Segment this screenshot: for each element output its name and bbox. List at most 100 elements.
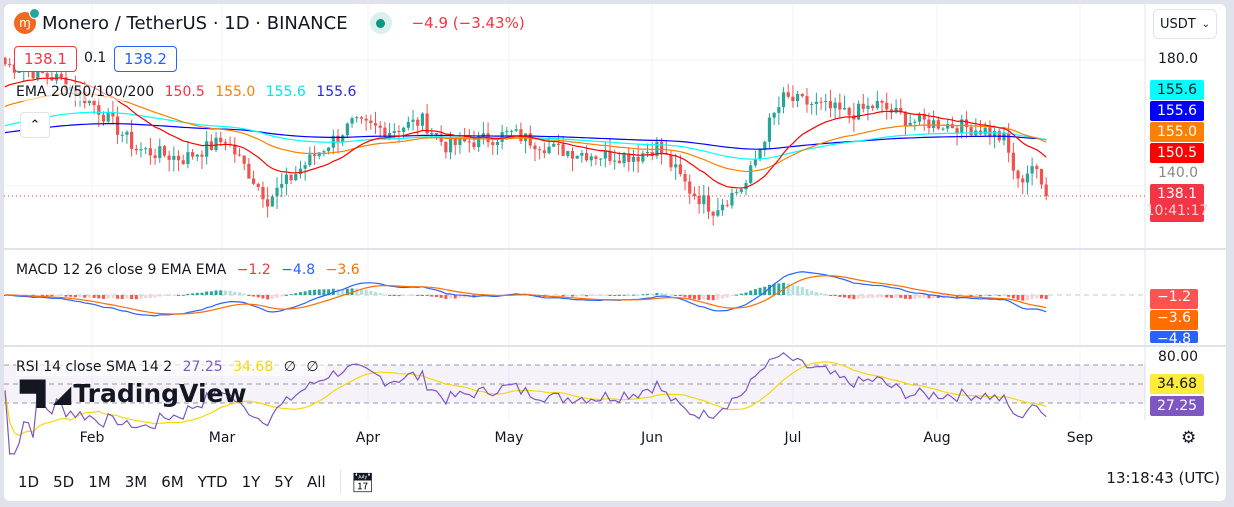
chart-canvas[interactable]: [4, 4, 1226, 501]
candle-body: [148, 148, 152, 156]
range-button-1d[interactable]: 1D: [18, 473, 40, 491]
macd-histogram-bar: [772, 283, 776, 295]
range-button-5y[interactable]: 5Y: [274, 473, 294, 491]
macd-legend[interactable]: MACD 12 26 close 9 EMA EMA −1.2 −4.8 −3.…: [16, 262, 366, 279]
chart-widget: ɱ Monero / TetherUS · 1D · BINANCE −4.9 …: [4, 4, 1226, 501]
candle-body: [106, 112, 110, 122]
candle-body: [500, 132, 504, 142]
macd-histogram-bar: [997, 295, 1001, 297]
buy-price-button[interactable]: 138.2: [114, 46, 177, 72]
go-to-date-calendar-icon[interactable]: 📅︎: [350, 471, 375, 494]
range-toolbar: 1D 5D 1M 3M 6M YTD 1Y 5Y All 📅︎: [18, 470, 389, 494]
candle-body: [631, 156, 636, 162]
candle-body: [219, 137, 223, 143]
candle-body: [641, 153, 645, 162]
candle-body: [796, 93, 800, 102]
macd-histogram-bar: [857, 295, 861, 299]
macd-histogram-bar: [1035, 295, 1039, 299]
candle-body: [608, 150, 612, 162]
rsi-legend[interactable]: RSI 14 close SMA 14 2 27.25 34.68 ∅ ∅: [16, 359, 325, 376]
macd-histogram-bar: [767, 284, 771, 295]
candle-body: [205, 141, 209, 157]
macd-histogram-bar: [861, 295, 865, 299]
candle-body: [251, 178, 256, 184]
price-axis-label: 140.0: [1158, 165, 1199, 181]
candle-body: [697, 195, 701, 205]
candle-body: [186, 152, 190, 164]
candle-body: [359, 117, 364, 119]
candle-body: [223, 142, 228, 144]
range-button-5d[interactable]: 5D: [53, 473, 75, 491]
currency-value: USDT: [1160, 16, 1196, 32]
candle-body: [932, 120, 936, 128]
macd-histogram-bar: [786, 283, 790, 295]
ema-legend[interactable]: EMA 20/50/100/200 150.5 155.0 155.6 155.…: [16, 84, 363, 101]
range-button-6m[interactable]: 6M: [161, 473, 184, 491]
candle-body: [162, 146, 167, 156]
macd-histogram-bar: [308, 290, 312, 295]
macd-histogram-bar: [655, 292, 659, 295]
candle-body: [871, 105, 875, 109]
candle-body: [1025, 173, 1030, 183]
rsi-value: 27.25: [182, 359, 223, 375]
candle-body: [472, 142, 476, 148]
settings-gear-icon[interactable]: ⚙: [1181, 428, 1197, 448]
candle-body: [261, 186, 265, 200]
macd-histogram-bar: [707, 295, 710, 300]
candle-body: [810, 104, 814, 106]
macd-histogram-bar: [669, 294, 673, 296]
candle-body: [59, 74, 63, 78]
macd-tag: −1.2: [1150, 289, 1198, 309]
candle-body: [856, 103, 861, 120]
candle-body: [561, 144, 565, 156]
macd-histogram-bar: [341, 289, 345, 295]
range-button-3m[interactable]: 3M: [124, 473, 148, 491]
chevron-down-icon: ⌄: [1201, 18, 1210, 30]
macd-histogram-bar: [87, 295, 91, 298]
macd-histogram-bar: [214, 290, 218, 295]
macd-histogram-bar: [317, 289, 321, 295]
macd-histogram-bar: [233, 291, 237, 295]
candle-body: [964, 119, 969, 128]
range-button-all[interactable]: All: [307, 473, 326, 491]
market-status-icon[interactable]: [369, 12, 392, 34]
candle-body: [922, 113, 926, 120]
macd-histogram-bar: [327, 289, 331, 295]
rsi-tag: 34.68: [1150, 374, 1204, 394]
currency-select[interactable]: USDT ⌄: [1153, 9, 1217, 39]
candle-body: [17, 71, 21, 73]
candle-body: [702, 195, 706, 205]
macd-histogram-bar: [111, 295, 115, 298]
range-button-1m[interactable]: 1M: [88, 473, 111, 491]
candle-body: [158, 146, 162, 159]
macd-histogram-bar: [889, 295, 893, 298]
macd-histogram-bar: [50, 295, 54, 297]
range-button-1y[interactable]: 1Y: [241, 473, 261, 491]
symbol-header: ɱ Monero / TetherUS · 1D · BINANCE −4.9 …: [14, 8, 525, 34]
macd-histogram-bar: [1016, 295, 1020, 300]
macd-histogram-bar: [374, 292, 378, 295]
sell-price-button[interactable]: 138.1: [14, 46, 77, 72]
macd-histogram-bar: [631, 294, 635, 296]
candle-body: [716, 210, 720, 216]
tradingview-logo[interactable]: ▀▌◢ TradingView: [20, 380, 247, 409]
candle-body: [899, 107, 903, 113]
candle-body: [584, 153, 589, 161]
candle-body: [988, 127, 992, 137]
macd-histogram-bar: [613, 295, 617, 296]
candle-body: [509, 130, 514, 132]
ema200-value: 155.6: [316, 84, 357, 100]
collapse-legend-button[interactable]: ⌃: [20, 112, 50, 138]
macd-histogram-bar: [730, 295, 734, 296]
ema-price-tag: 155.6: [1150, 101, 1204, 121]
symbol-title[interactable]: Monero / TetherUS · 1D · BINANCE: [42, 12, 348, 34]
candle-body: [303, 165, 307, 169]
macd-histogram-bar: [125, 295, 129, 299]
macd-hist-value: −1.2: [236, 262, 271, 278]
range-button-ytd[interactable]: YTD: [197, 473, 228, 491]
macd-histogram-bar: [322, 289, 326, 295]
clock[interactable]: 13:18:43 (UTC): [1106, 469, 1220, 487]
macd-histogram-bar: [388, 295, 392, 296]
macd-histogram-bar: [627, 294, 631, 296]
candle-body: [861, 103, 865, 109]
